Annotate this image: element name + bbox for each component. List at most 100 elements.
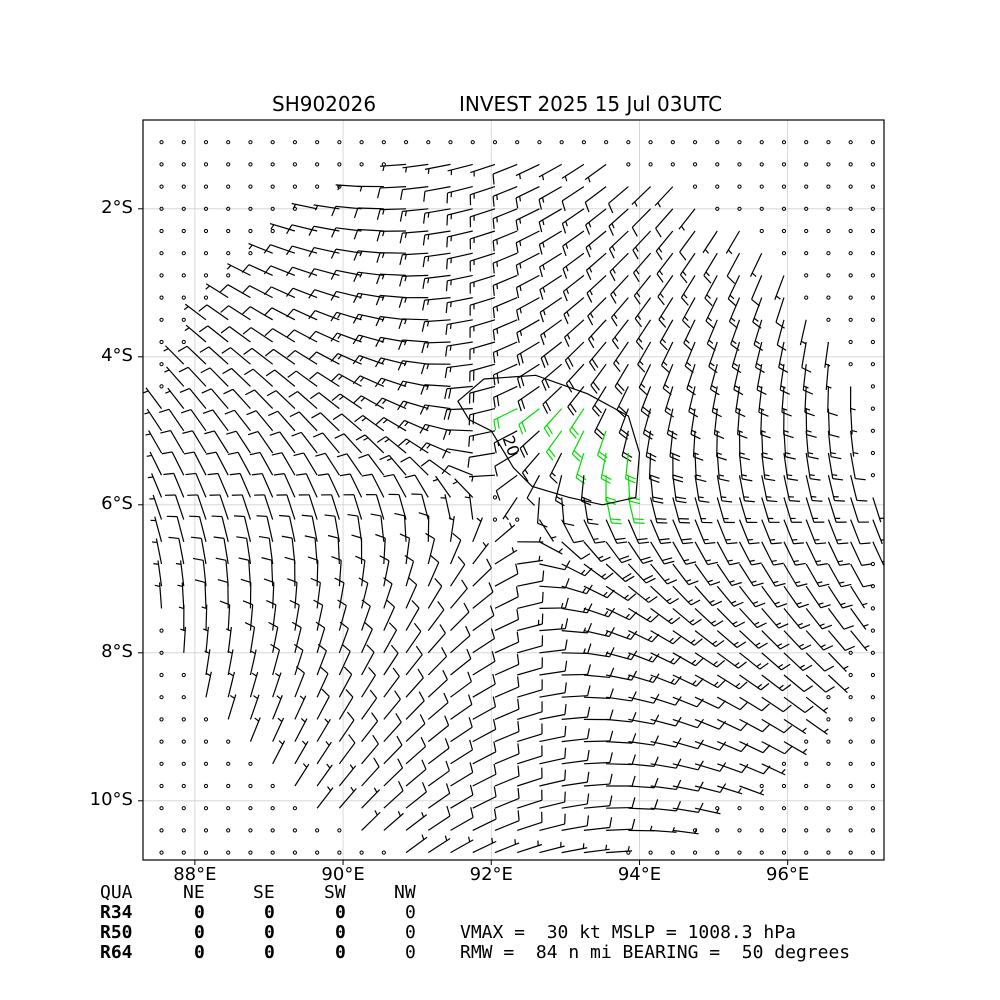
table-cell: 0 [405,942,416,963]
wind-barb [472,696,497,720]
wind-barb [562,252,585,279]
wind-barb [315,621,326,653]
calm-barb [848,783,853,789]
wind-barb [561,497,575,527]
table-cell: 0 [264,942,275,963]
wind-barb [427,692,449,720]
wind-barb [561,664,592,676]
wind-barb [583,817,613,831]
wind-barb [472,808,497,831]
wind-barb [621,430,633,462]
wind-barb [286,329,318,343]
wind-barb [338,734,356,765]
calm-barb [848,162,853,167]
wind-barb [739,741,771,754]
wind-barb [180,409,207,432]
wind-barb [353,207,384,219]
wind-barb [398,339,429,350]
wind-barb [269,431,296,454]
wind-barb [738,430,750,461]
calm-barb [826,850,831,855]
wind-barb [398,318,429,330]
wind-barb [539,725,567,743]
wind-barb [398,438,429,454]
wind-barb [627,585,658,603]
wind-barb [716,607,746,628]
wind-barb [199,346,229,365]
calm-barb [604,140,609,145]
wind-barb [468,474,496,482]
wind-barb [627,541,653,565]
wind-barb [180,626,187,653]
wind-barb [539,297,563,323]
wind-barb [272,672,282,698]
calm-barb [181,806,186,811]
calm-barb [492,517,498,522]
calm-barb [159,140,164,145]
wind-barb [761,652,791,671]
calm-barb [248,828,253,833]
calm-barb [804,251,809,256]
calm-barb [715,162,720,167]
wind-barb [312,432,340,454]
calm-barb [159,628,164,633]
calm-barb [226,162,231,167]
calm-barb [870,362,875,367]
wind-barb [799,319,807,346]
calm-barb [159,228,164,234]
calm-barb [870,628,875,633]
wind-barb [583,519,606,544]
calm-barb [270,783,275,789]
wind-barb [270,643,281,676]
wind-barb [494,721,520,743]
calm-barb [181,251,186,256]
wind-barb [316,786,334,809]
calm-barb [226,273,231,278]
wind-barb [569,408,585,439]
wind-barb [397,360,429,371]
wind-barb [494,631,520,654]
wind-barb [783,585,809,609]
calm-barb [670,850,675,855]
wind-barb [263,244,296,254]
wind-barb [472,582,494,609]
calm-barb [804,184,809,189]
wind-barb [355,555,366,587]
wind-barb [421,319,451,332]
table-header-sw: SW [324,882,346,903]
wind-barb [273,473,296,498]
wind-barb [383,667,400,698]
wind-barb [450,739,474,765]
wind-barb [450,648,472,676]
calm-barb [559,140,564,145]
wind-barb [187,494,207,520]
wind-barb [361,787,381,809]
wind-barb [469,341,496,360]
wind-barb [147,473,163,498]
wind-barb [376,208,407,220]
wind-barb [450,579,468,609]
wind-barb [469,230,496,250]
wind-barb [564,341,585,370]
wind-barb [850,475,868,502]
wind-barb [761,475,778,503]
wind-barb [738,541,762,566]
wind-barb [850,541,873,566]
wind-barb [783,475,800,502]
wind-barb [236,536,252,565]
wind-barb [494,787,520,809]
wind-barb [494,698,520,720]
wind-barb [761,541,784,566]
wind-barb [562,230,585,257]
wind-barb [469,297,496,316]
wind-barb [606,775,636,787]
calm-barb [181,162,186,167]
wind-barb [561,541,591,560]
calm-barb [804,806,809,811]
wind-barb [316,718,331,742]
calm-barb [226,783,231,789]
calm-barb [315,184,320,189]
wind-barb [706,319,718,351]
wind-barb [761,430,774,460]
wind-barb [545,430,563,461]
